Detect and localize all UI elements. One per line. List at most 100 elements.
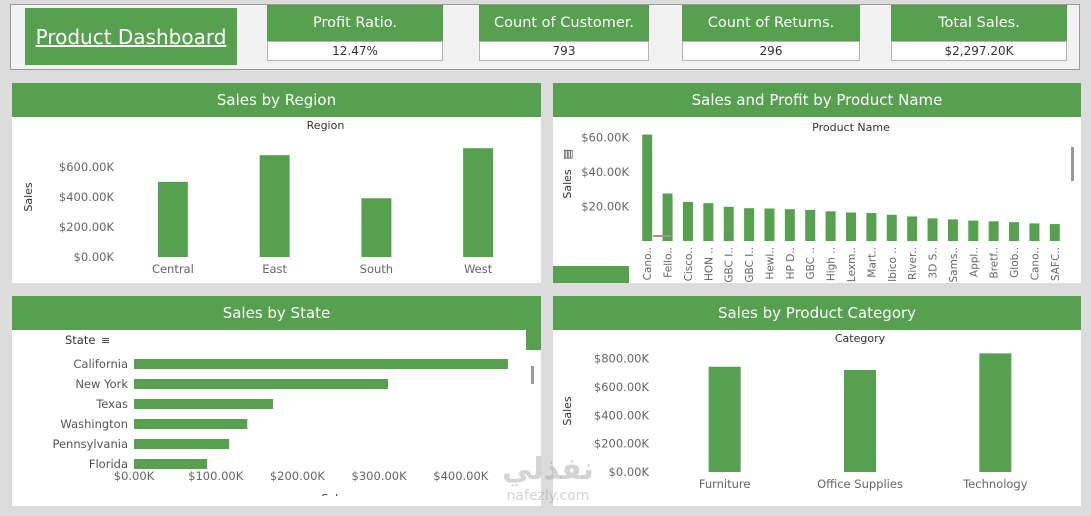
x-tick-label: Technology bbox=[962, 477, 1028, 491]
bar-14[interactable] bbox=[927, 218, 938, 241]
bar-0[interactable] bbox=[134, 359, 508, 369]
bar-16[interactable] bbox=[968, 220, 979, 241]
x-tick-label: Hewl.. bbox=[764, 247, 776, 280]
bar-4[interactable] bbox=[723, 206, 734, 241]
x-tick-label: River.. bbox=[907, 247, 919, 280]
x-tick-label: East bbox=[262, 262, 287, 276]
bar-7[interactable] bbox=[784, 209, 795, 241]
x-tick-label: HON .. bbox=[703, 247, 715, 281]
bar-2[interactable] bbox=[682, 201, 693, 241]
bar-15[interactable] bbox=[947, 219, 958, 241]
kpi-label: Profit Ratio. bbox=[267, 5, 443, 41]
panel-sales-by-state: Sales by State State ≡ California New York T… bbox=[12, 296, 541, 506]
bar-9[interactable] bbox=[825, 211, 836, 241]
y-tick-label: Washington bbox=[60, 417, 128, 431]
category-bar-chart[interactable]: Category Sales $0.00K $200.00K $400.00K $600.… bbox=[553, 330, 1081, 506]
x-tick-label: $100.00K bbox=[188, 469, 244, 483]
sort-icon: ≡ bbox=[101, 334, 110, 347]
y-tick-label: New York bbox=[75, 377, 128, 391]
chart-header: Category bbox=[835, 332, 886, 345]
panel-title: Sales and Profit by Product Name bbox=[553, 83, 1081, 117]
bar-11[interactable] bbox=[866, 213, 877, 241]
bar-6[interactable] bbox=[764, 208, 775, 241]
x-tick-label: Fello.. bbox=[663, 247, 675, 278]
dashboard-title[interactable]: Product Dashboard bbox=[25, 8, 237, 65]
bar-18[interactable] bbox=[1009, 222, 1020, 241]
x-tick-label: Central bbox=[152, 262, 194, 276]
y-tick-label: Florida bbox=[89, 457, 128, 471]
x-tick-label: Ibico .. bbox=[887, 247, 899, 282]
y-axis-label: Sales bbox=[561, 169, 574, 199]
bar-3[interactable] bbox=[134, 419, 248, 429]
bar-3[interactable] bbox=[463, 148, 494, 257]
scrollbar-thumb bbox=[1071, 147, 1074, 181]
y-tick-label: $20.00K bbox=[581, 199, 629, 213]
x-tick-label: GBC .. bbox=[805, 247, 817, 280]
chart-header: State bbox=[65, 333, 95, 347]
state-bar-chart[interactable]: State ≡ California New York Texas Washington P… bbox=[12, 330, 541, 506]
bar-0[interactable] bbox=[642, 134, 653, 241]
region-bar-chart[interactable]: Region Sales $0.00K $200.00K $400.00K $600.00… bbox=[12, 117, 541, 283]
y-tick-label: $200.00K bbox=[594, 437, 650, 451]
kpi-label: Count of Customer. bbox=[479, 5, 649, 41]
bar-8[interactable] bbox=[805, 209, 816, 241]
chart-header: Product Name bbox=[812, 121, 890, 134]
x-tick-label: Cano.. bbox=[642, 247, 654, 280]
bar-2[interactable] bbox=[979, 353, 1012, 472]
x-tick-label: 3D S.. bbox=[928, 247, 940, 278]
bar-2[interactable] bbox=[134, 399, 274, 409]
bar-3[interactable] bbox=[703, 203, 714, 241]
x-tick-label: West bbox=[464, 262, 493, 276]
bar-17[interactable] bbox=[988, 221, 999, 241]
product-bar-chart[interactable]: Product Name Sales $20.00K $40.00K $60.00K Ca… bbox=[553, 117, 1081, 283]
bar-10[interactable] bbox=[846, 212, 856, 242]
x-tick-label: South bbox=[360, 262, 393, 276]
kpi-total-sales: Total Sales. $2,297.20K bbox=[891, 5, 1067, 65]
axis-footer-band bbox=[553, 266, 629, 283]
x-tick-label: $200.00K bbox=[270, 469, 326, 483]
y-tick-label: $600.00K bbox=[59, 160, 115, 174]
x-tick-label: $0.00K bbox=[114, 469, 155, 483]
x-tick-label: SAFC.. bbox=[1050, 247, 1062, 281]
y-tick-label: $600.00K bbox=[594, 380, 650, 394]
bar-5[interactable] bbox=[134, 459, 208, 469]
bar-2[interactable] bbox=[361, 198, 392, 257]
bar-5[interactable] bbox=[744, 208, 755, 241]
bar-1[interactable] bbox=[844, 369, 876, 472]
sort-icon: ▥ bbox=[563, 147, 573, 160]
bar-1[interactable] bbox=[134, 379, 388, 389]
kpi-label: Total Sales. bbox=[891, 5, 1067, 41]
bar-13[interactable] bbox=[907, 216, 918, 241]
x-tick-label: Glob.. bbox=[1009, 247, 1021, 278]
panel-title: Sales by Region bbox=[12, 83, 541, 117]
y-axis-label: Sales bbox=[22, 182, 35, 212]
kpi-value: 296 bbox=[682, 41, 860, 61]
scrollbar-thumb-horizontal bbox=[653, 235, 671, 237]
y-tick-label: $60.00K bbox=[581, 130, 629, 144]
panel-title: Sales by Product Category bbox=[553, 296, 1081, 330]
bar-0[interactable] bbox=[708, 366, 741, 472]
cutoff-mask bbox=[12, 496, 541, 506]
x-tick-label: $300.00K bbox=[352, 469, 408, 483]
bar-1[interactable] bbox=[259, 155, 290, 257]
x-tick-label: GBC I.. bbox=[724, 247, 736, 283]
kpi-profit-ratio: Profit Ratio. 12.47% bbox=[267, 5, 443, 65]
bar-20[interactable] bbox=[1049, 224, 1060, 241]
bar-1[interactable] bbox=[662, 193, 673, 242]
scroll-band bbox=[526, 330, 541, 350]
y-tick-label: $200.00K bbox=[59, 220, 115, 234]
kpi-count-of-returns: Count of Returns. 296 bbox=[682, 5, 860, 65]
bar-0[interactable] bbox=[157, 181, 188, 257]
x-tick-label: Cano.. bbox=[1029, 247, 1041, 280]
kpi-value: 793 bbox=[479, 41, 649, 61]
kpi-count-of-customer: Count of Customer. 793 bbox=[479, 5, 649, 65]
bar-19[interactable] bbox=[1029, 223, 1040, 241]
x-tick-label: Lexm.. bbox=[846, 247, 858, 282]
x-tick-label: GBC I.. bbox=[744, 247, 756, 283]
dashboard-header: Product Dashboard Profit Ratio. 12.47% C… bbox=[10, 4, 1080, 70]
y-tick-label: $0.00K bbox=[609, 465, 650, 479]
bar-12[interactable] bbox=[886, 214, 897, 241]
x-tick-label: Cisco.. bbox=[683, 247, 695, 281]
bar-4[interactable] bbox=[134, 439, 230, 449]
chart-header: Region bbox=[307, 119, 345, 132]
